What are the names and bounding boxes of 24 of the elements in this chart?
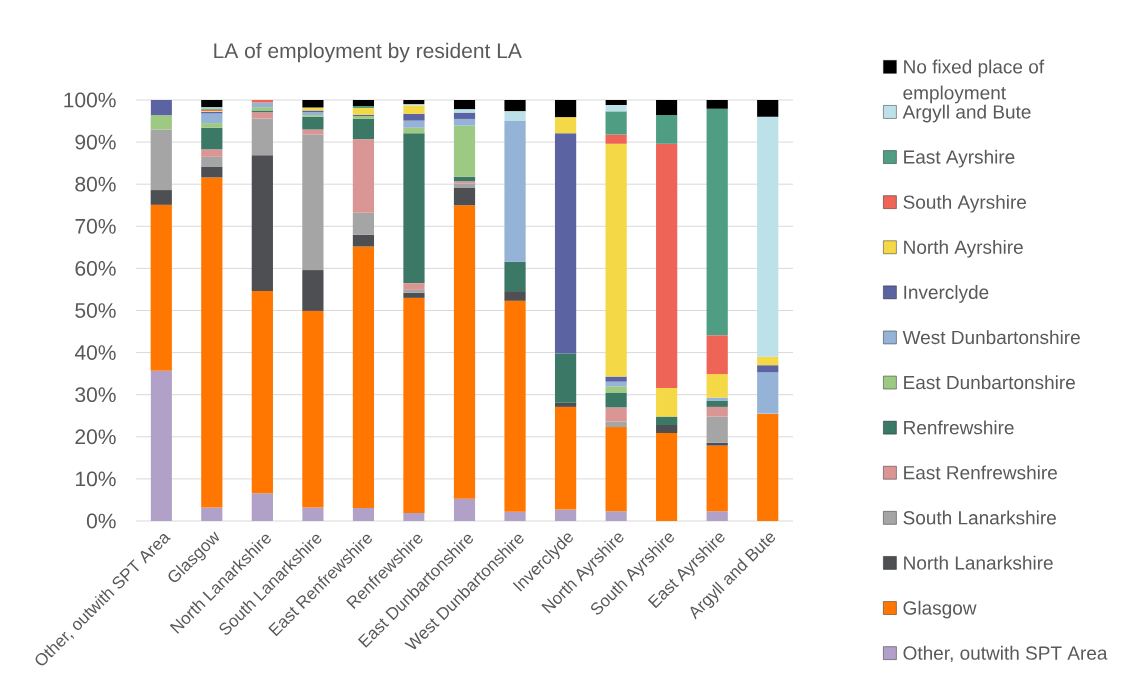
legend-label: North Ayrshire — [904, 239, 1023, 258]
y-tick-label: 50% — [75, 303, 116, 318]
y-tick-label: 100% — [64, 92, 116, 108]
y-tick-label: 20% — [75, 429, 116, 445]
y-tick-label: 70% — [75, 218, 116, 234]
y-tick-label: 30% — [75, 387, 116, 403]
legend-label: Argyll and Bute — [902, 104, 1031, 123]
legend-label: East Dunbartonshire — [904, 375, 1075, 390]
y-tick-label: 40% — [74, 345, 116, 361]
y-tick-label: 80% — [75, 176, 116, 192]
chart-title: LA of employment by resident LA — [214, 42, 522, 63]
legend-label: South Ayrshire — [903, 194, 1027, 213]
legend-label: Renfrewshire — [904, 420, 1014, 435]
y-tick-label: 90% — [75, 134, 116, 150]
legend-label: South Lanarkshire — [903, 510, 1056, 525]
legend-label: West Dunbartonshire — [902, 330, 1080, 345]
legend-label: No fixed place of employment — [903, 59, 1045, 104]
y-tick-label: 0% — [86, 513, 116, 529]
y-tick-label: 60% — [75, 260, 116, 276]
legend-label: East Ayrshire — [904, 149, 1015, 168]
legend-label: East Renfrewshire — [904, 465, 1057, 480]
y-tick-label: 10% — [76, 471, 116, 487]
legend-label: Inverclyde — [904, 285, 989, 303]
legend-label: Other, outwith SPT Area — [903, 645, 1108, 663]
